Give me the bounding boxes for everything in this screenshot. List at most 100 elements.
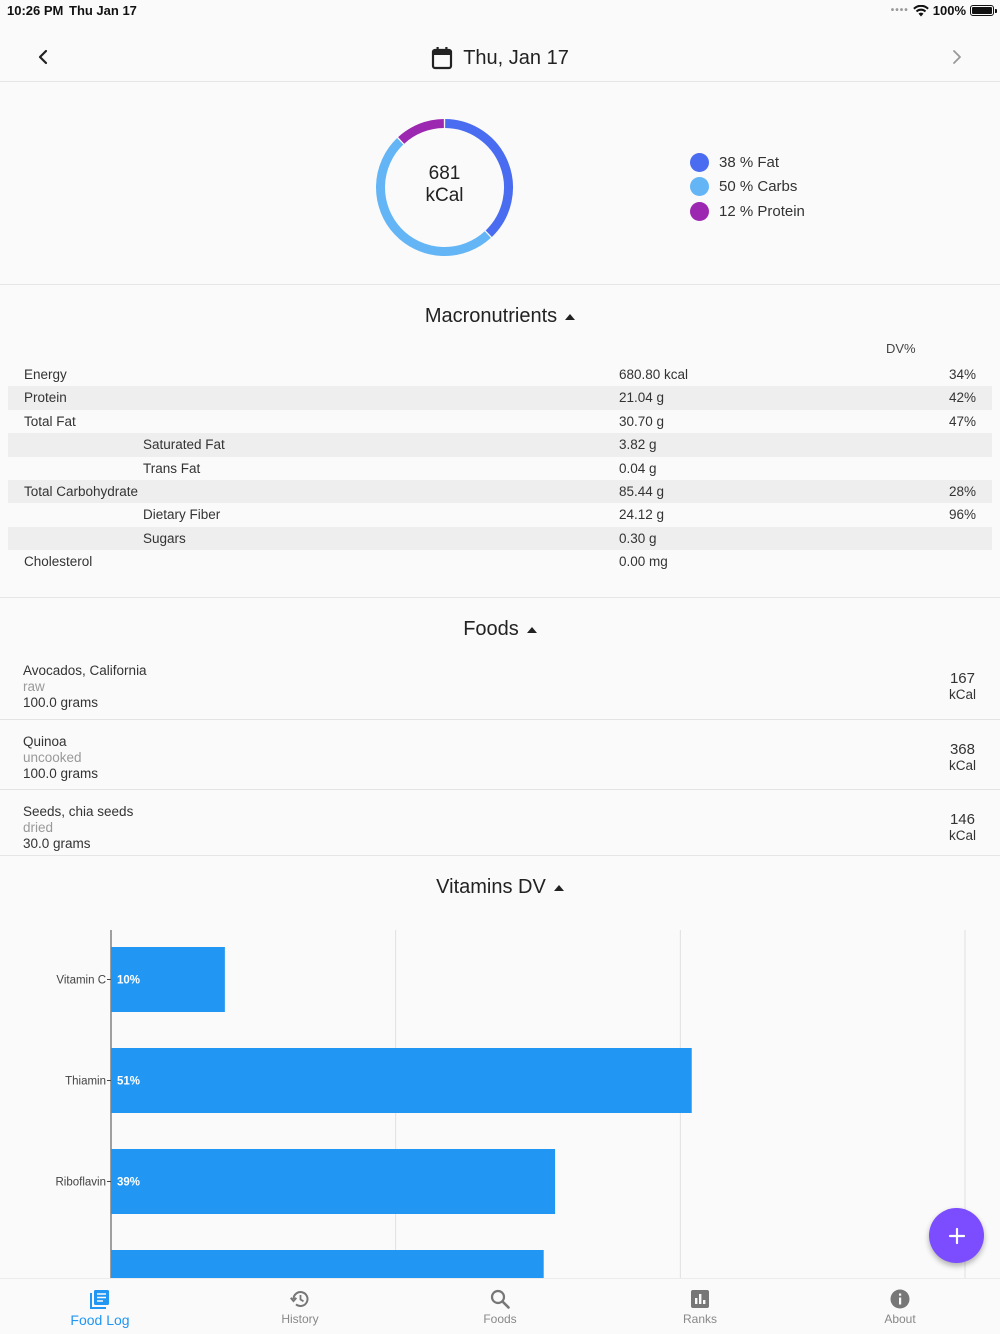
status-date: Thu Jan 17 bbox=[69, 3, 137, 18]
food-description: raw bbox=[23, 679, 45, 694]
food-amount: 100.0 grams bbox=[23, 695, 99, 710]
tab-foods[interactable]: Foods bbox=[400, 1279, 600, 1334]
nutrient-amount: 24.12 g bbox=[619, 507, 665, 523]
tick-label: Thiamin bbox=[65, 1076, 106, 1088]
table-row: Trans Fat 0.04 g bbox=[8, 457, 992, 480]
table-row: Dietary Fiber 24.12 g 96% bbox=[8, 503, 992, 526]
caret-up-icon bbox=[565, 313, 576, 320]
tick-label: Riboflavin bbox=[56, 1177, 107, 1189]
add-food-button[interactable] bbox=[929, 1208, 984, 1263]
vitamins-bar-chart: Vitamin C 10% Thiamin 51% Riboflavin 39% bbox=[56, 930, 966, 1278]
tab-about[interactable]: About bbox=[800, 1279, 1000, 1334]
food-name: Seeds, chia seeds bbox=[23, 804, 134, 819]
fat-color-dot bbox=[690, 152, 709, 172]
calorie-unit: kCal bbox=[425, 185, 464, 206]
bar bbox=[111, 1250, 544, 1278]
nutrient-amount: 0.00 mg bbox=[619, 554, 668, 570]
nutrient-dv: 42% bbox=[948, 390, 976, 406]
nutrient-name: Sugars bbox=[143, 530, 186, 546]
foods-section: Foods Avocados, California raw 100.0 gra… bbox=[0, 599, 1000, 856]
nutrient-amount: 0.04 g bbox=[619, 460, 657, 476]
macro-donut-chart bbox=[376, 119, 513, 256]
legend-label-carbs: 50 % Carbs bbox=[719, 178, 798, 196]
data-label: 51% bbox=[117, 1076, 140, 1088]
tab-label: Food Log bbox=[70, 1312, 130, 1328]
signal-dots-icon: •••• bbox=[890, 5, 909, 16]
food-kcal-value: 167 bbox=[949, 670, 975, 687]
bar bbox=[111, 1149, 556, 1214]
next-day-button[interactable] bbox=[944, 44, 970, 70]
food-calories: 368 kCal bbox=[949, 741, 976, 774]
macronutrients-table: Energy 680.80 kcal 34% Protein 21.04 g 4… bbox=[8, 363, 992, 574]
battery-icon bbox=[970, 5, 997, 16]
dv-column-header: DV% bbox=[886, 341, 916, 356]
calorie-total: 681 kCal bbox=[372, 163, 517, 207]
info-icon bbox=[890, 1289, 910, 1309]
status-right: •••• 100% bbox=[890, 3, 997, 18]
date-navbar: Thu, Jan 17 bbox=[0, 22, 1000, 82]
legend-label-protein: 12 % Protein bbox=[719, 202, 805, 220]
tab-food-log[interactable]: Food Log bbox=[0, 1279, 200, 1334]
list-item[interactable]: Avocados, California raw 100.0 grams 167… bbox=[0, 649, 1000, 720]
status-time: 10:26 PM bbox=[7, 3, 64, 18]
tab-label: Foods bbox=[483, 1312, 517, 1326]
nutrient-amount: 30.70 g bbox=[619, 413, 665, 429]
macronutrients-title: Macronutrients bbox=[424, 305, 558, 327]
food-log-icon bbox=[90, 1290, 109, 1309]
food-name: Avocados, California bbox=[23, 663, 147, 678]
tab-label: Ranks bbox=[682, 1312, 717, 1326]
table-row: Total Fat 30.70 g 47% bbox=[8, 410, 992, 433]
food-kcal-value: 368 bbox=[949, 740, 975, 758]
table-row: Saturated Fat 3.82 g bbox=[8, 433, 992, 457]
caret-up-icon bbox=[553, 884, 564, 891]
food-amount: 100.0 grams bbox=[23, 765, 99, 781]
nutrient-name: Protein bbox=[24, 390, 67, 406]
list-item[interactable]: Quinoa uncooked 100.0 grams 368 kCal bbox=[0, 720, 1000, 790]
vitamins-section: Vitamins DV Vitamin C 10% Thiamin 51% Ribofl… bbox=[0, 857, 1000, 1278]
nutrient-dv: 28% bbox=[948, 483, 976, 499]
nutrient-name: Saturated Fat bbox=[143, 437, 225, 453]
data-label: 10% bbox=[117, 975, 140, 987]
legend-item-carbs: 50 % Carbs bbox=[690, 175, 805, 200]
food-description: uncooked bbox=[23, 749, 82, 765]
bar bbox=[111, 947, 225, 1012]
vitamins-toggle[interactable]: Vitamins DV bbox=[0, 876, 1000, 899]
food-name: Quinoa bbox=[23, 733, 67, 749]
nutrient-name: Trans Fat bbox=[143, 460, 201, 476]
macronutrients-toggle[interactable]: Macronutrients bbox=[0, 305, 1000, 328]
nutrient-dv: 96% bbox=[948, 507, 976, 523]
food-kcal-value: 146 bbox=[949, 811, 975, 828]
table-row: Protein 21.04 g 42% bbox=[8, 386, 992, 410]
status-bar: 10:26 PM Thu Jan 17 •••• 100% bbox=[0, 0, 1000, 22]
table-row: Sugars 0.30 g bbox=[8, 526, 992, 551]
date-picker-button[interactable]: Thu, Jan 17 bbox=[0, 46, 1000, 70]
food-amount: 30.0 grams bbox=[23, 836, 91, 851]
ranks-icon bbox=[691, 1290, 709, 1308]
nutrient-name: Total Carbohydrate bbox=[24, 483, 139, 499]
vitamins-title: Vitamins DV bbox=[436, 876, 546, 898]
calendar-icon bbox=[432, 47, 453, 70]
nutrient-dv: 34% bbox=[948, 367, 976, 382]
nutrient-amount: 85.44 g bbox=[619, 483, 665, 499]
food-kcal-unit: kCal bbox=[948, 828, 976, 843]
foods-toggle[interactable]: Foods bbox=[0, 618, 1000, 641]
food-kcal-unit: kCal bbox=[948, 757, 976, 773]
carbs-color-dot bbox=[690, 177, 709, 197]
legend-item-protein: 12 % Protein bbox=[690, 199, 805, 224]
donut-segment bbox=[398, 119, 445, 144]
table-row: Energy 680.80 kcal 34% bbox=[8, 363, 992, 386]
wifi-icon bbox=[912, 4, 929, 16]
tab-ranks[interactable]: Ranks bbox=[600, 1279, 800, 1334]
list-item[interactable]: Seeds, chia seeds dried 30.0 grams 146 k… bbox=[0, 790, 1000, 861]
food-kcal-unit: kCal bbox=[948, 687, 976, 702]
bottom-tab-bar: Food Log History Foods Ranks About bbox=[0, 1278, 1000, 1334]
bar bbox=[111, 1048, 692, 1113]
nutrient-amount: 680.80 kcal bbox=[619, 367, 689, 382]
macro-legend: 38 % Fat 50 % Carbs 12 % Protein bbox=[690, 150, 805, 224]
data-label: 39% bbox=[117, 1177, 140, 1189]
protein-color-dot bbox=[690, 201, 709, 221]
nutrient-amount: 21.04 g bbox=[619, 390, 665, 406]
tab-history[interactable]: History bbox=[200, 1279, 400, 1334]
donut-segment bbox=[376, 138, 491, 256]
previous-day-button[interactable] bbox=[30, 44, 56, 70]
